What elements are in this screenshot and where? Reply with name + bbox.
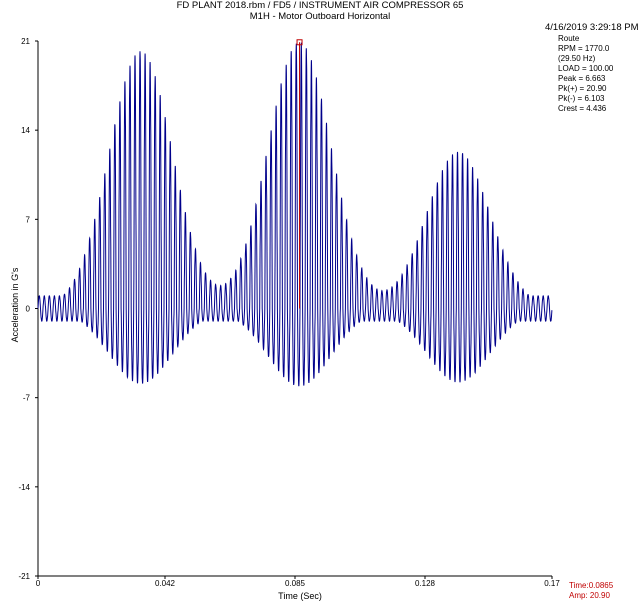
y-tick-label: -21 <box>18 572 30 581</box>
x-axis-label: Time (Sec) <box>278 591 322 601</box>
cursor-handle[interactable] <box>296 39 303 46</box>
cursor-time-label: Time:0.0865 <box>569 581 614 590</box>
y-tick-label: 14 <box>21 126 30 135</box>
y-tick-label: -7 <box>23 394 31 403</box>
x-tick-label: 0.128 <box>415 579 436 588</box>
pk-minus-label: Pk(-) = 6.103 <box>558 94 605 103</box>
load-label: LOAD = 100.00 <box>558 64 614 73</box>
axis-ticks: 21 14 7 0 -7 -14 -21 0 0.042 0.085 0.128 0.17 <box>18 37 560 588</box>
x-tick-label: 0 <box>36 579 41 588</box>
pk-plus-label: Pk(+) = 20.90 <box>558 84 607 93</box>
cursor-readout: Time:0.0865 Amp: 20.90 <box>569 581 613 601</box>
y-tick-label: -14 <box>18 483 30 492</box>
cursor-amp-label: Amp: 20.90 <box>569 591 610 600</box>
route-label: Route <box>558 34 580 43</box>
y-axis-label: Acceleration in G's <box>10 267 20 343</box>
datetime-label: 4/16/2019 3:29:18 PM <box>545 22 639 33</box>
peak-label: Peak = 6.663 <box>558 74 606 83</box>
cursor-marker[interactable] <box>296 39 303 309</box>
crest-label: Crest = 4.436 <box>558 104 607 113</box>
y-tick-label: 7 <box>26 215 31 224</box>
chart-title: FD PLANT 2018.rbm / FD5 / INSTRUMENT AIR… <box>176 0 464 11</box>
info-panel: Route RPM = 1770.0 (29.50 Hz) LOAD = 100… <box>558 34 613 114</box>
x-tick-label: 0.17 <box>544 579 560 588</box>
y-tick-label: 21 <box>21 37 30 46</box>
x-tick-label: 0.042 <box>155 579 176 588</box>
chart-subtitle: M1H - Motor Outboard Horizontal <box>249 11 391 22</box>
hz-label: (29.50 Hz) <box>558 54 596 63</box>
waveform-series-line <box>37 42 553 387</box>
x-tick-label: 0.085 <box>285 579 306 588</box>
rpm-label: RPM = 1770.0 <box>558 44 610 53</box>
y-tick-label: 0 <box>26 305 31 314</box>
